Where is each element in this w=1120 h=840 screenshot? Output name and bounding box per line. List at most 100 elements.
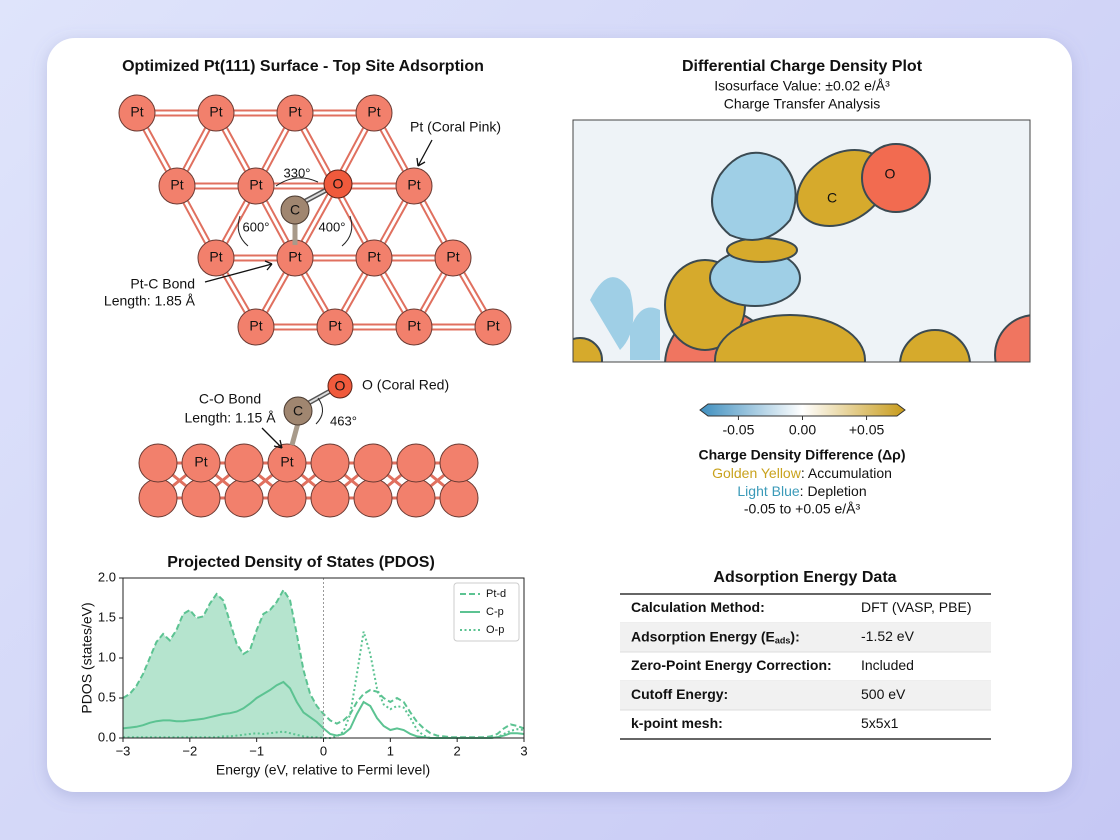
plot-frame — [572, 119, 1031, 363]
chart-title: Projected Density of States (PDOS) — [167, 554, 435, 571]
pt-atom — [310, 443, 350, 483]
atom-label: Pt — [249, 177, 262, 193]
tick-label: +0.05 — [849, 422, 885, 438]
colorbar-title: Charge Density Difference (Δρ) — [699, 447, 906, 463]
atom-label: O — [335, 378, 346, 394]
annotation: Length: 1.85 Å — [104, 293, 196, 309]
pt-atom — [138, 443, 178, 483]
charge-plot: Differential Charge Density Plot Isosurf… — [572, 58, 1031, 517]
atom-label: C — [290, 202, 300, 218]
row-label: Zero-Point Energy Correction: — [631, 657, 832, 673]
pt-atom — [267, 478, 307, 518]
pt-atom — [224, 478, 264, 518]
atom-label: Pt — [249, 318, 262, 334]
pt-atom — [138, 478, 178, 518]
title: Differential Charge Density Plot — [682, 58, 923, 75]
pt-atom — [197, 94, 235, 132]
atom-label: Pt — [209, 249, 222, 265]
x-tick-label: −2 — [182, 743, 197, 758]
pt-atom — [434, 239, 472, 277]
top-view: Optimized Pt(111) Surface - Top Site Ads… — [104, 58, 512, 346]
row-label: k-point mesh: — [631, 715, 723, 731]
y-tick-label: 0.5 — [98, 689, 116, 704]
pt-atom — [439, 443, 479, 483]
pt-atom — [276, 94, 314, 132]
y-tick-label: 0.0 — [98, 729, 116, 744]
pt-atom — [353, 443, 393, 483]
pt-atom — [474, 308, 512, 346]
atom-label: Pt — [486, 318, 499, 334]
pt-atom — [158, 167, 196, 205]
pt-atom — [353, 478, 393, 518]
pt-atom — [267, 443, 307, 483]
row-value: Included — [861, 657, 914, 673]
atom-label: C — [293, 403, 303, 419]
atom-label: Pt — [194, 454, 207, 470]
row-value: 5x5x1 — [861, 715, 899, 731]
subtitle: Charge Transfer Analysis — [724, 96, 880, 112]
atom-label: Pt — [130, 104, 143, 120]
atom-label: Pt — [170, 177, 183, 193]
pt-atom — [395, 308, 433, 346]
annotation: Pt (Coral Pink) — [410, 119, 501, 135]
angle-label: 600° — [243, 219, 270, 234]
title: Optimized Pt(111) Surface - Top Site Ads… — [122, 58, 484, 75]
pt-atom — [237, 308, 275, 346]
atom-label: Pt — [288, 104, 301, 120]
legend-label: C-p — [486, 606, 504, 618]
legend-box — [453, 582, 520, 642]
legend-label: O-p — [486, 624, 504, 636]
c-atom — [283, 396, 313, 426]
pdos-chart: Projected Density of States (PDOS) Energy… — [79, 554, 528, 777]
atom-label: Pt — [328, 318, 341, 334]
pt-atom — [439, 478, 479, 518]
arrow — [416, 139, 433, 167]
y-axis-label: PDOS (states/eV) — [79, 602, 95, 713]
colorbar — [699, 403, 906, 417]
row-shade — [620, 681, 991, 710]
atom-label: O — [333, 176, 344, 192]
y-tick-label: 2.0 — [98, 569, 116, 584]
x-tick-label: 1 — [387, 743, 394, 758]
pt-atom — [237, 167, 275, 205]
pt-atom — [181, 478, 221, 518]
area — [123, 590, 324, 738]
caption-key: Light Blue — [737, 483, 799, 499]
tick-label: -0.05 — [722, 422, 754, 438]
row-value: -1.52 eV — [861, 628, 915, 644]
arrow — [204, 260, 273, 283]
pt-atom — [118, 94, 156, 132]
label-text: ): — [790, 628, 799, 644]
row-shade — [620, 623, 991, 652]
row-value: 500 eV — [861, 686, 906, 702]
label-text: Adsorption Energy (E — [631, 628, 775, 644]
legend-label: Pt-d — [486, 588, 506, 600]
pt-atom — [355, 239, 393, 277]
annotation: C-O Bond — [199, 391, 261, 407]
table-title: Adsorption Energy Data — [713, 569, 896, 586]
annotation: Length: 1.15 Å — [184, 410, 276, 426]
label-subscript: ads — [775, 636, 791, 646]
caption-text: : Depletion — [800, 483, 867, 499]
row-value: DFT (VASP, PBE) — [861, 599, 971, 615]
annotation: Pt-C Bond — [130, 276, 195, 292]
caption: Golden Yellow: Accumulation — [712, 465, 892, 481]
x-tick-label: 3 — [520, 743, 527, 758]
pt-atom — [396, 443, 436, 483]
angle-arc — [341, 215, 353, 247]
caption: -0.05 to +0.05 e/Å³ — [744, 501, 861, 517]
angle-arc — [237, 215, 249, 247]
caption: Light Blue: Depletion — [737, 483, 866, 499]
o-atom — [323, 169, 353, 199]
x-tick-label: 2 — [454, 743, 461, 758]
annotation: O (Coral Red) — [362, 377, 449, 393]
atom-label: Pt — [288, 249, 301, 265]
caption-text: : Accumulation — [801, 465, 892, 481]
angle-arc — [275, 177, 319, 187]
x-tick-label: −1 — [249, 743, 264, 758]
arrow — [261, 427, 283, 449]
side-view: Pt Pt C O O (Coral Red) C-O Bond Length: 1.15 … — [138, 373, 479, 518]
atom-label: Pt — [367, 104, 380, 120]
row-label: Cutoff Energy: — [631, 686, 728, 702]
pt-atom — [396, 478, 436, 518]
